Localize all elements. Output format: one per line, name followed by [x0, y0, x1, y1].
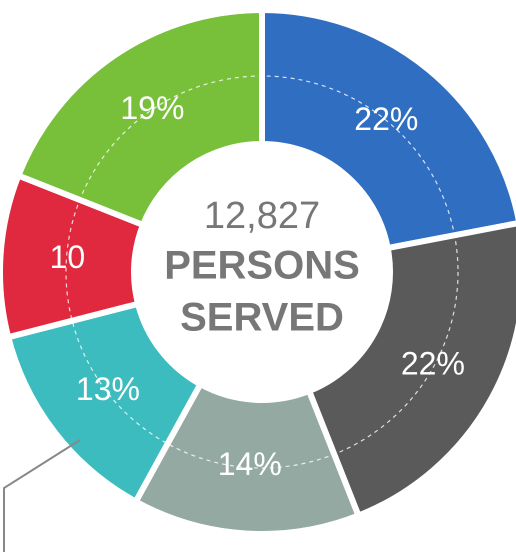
center-line: PERSONS: [164, 244, 360, 288]
value-label: 10: [50, 239, 86, 275]
value-label: 14%: [218, 446, 282, 482]
value-label: 19%: [120, 90, 184, 126]
page: 12,827 PERSONS SERVED 22%22%14%13%1019% …: [0, 0, 516, 552]
center-line: SERVED: [180, 296, 344, 340]
chart: 12,827 PERSONS SERVED 22% 22% 14% 13% 10 19%: [0, 0, 516, 552]
value-label: 13%: [76, 371, 140, 407]
center-value: 12,827: [204, 195, 320, 237]
value-label: 22%: [354, 101, 418, 137]
callout-line: [4, 440, 80, 552]
value-label: 22%: [401, 345, 465, 381]
